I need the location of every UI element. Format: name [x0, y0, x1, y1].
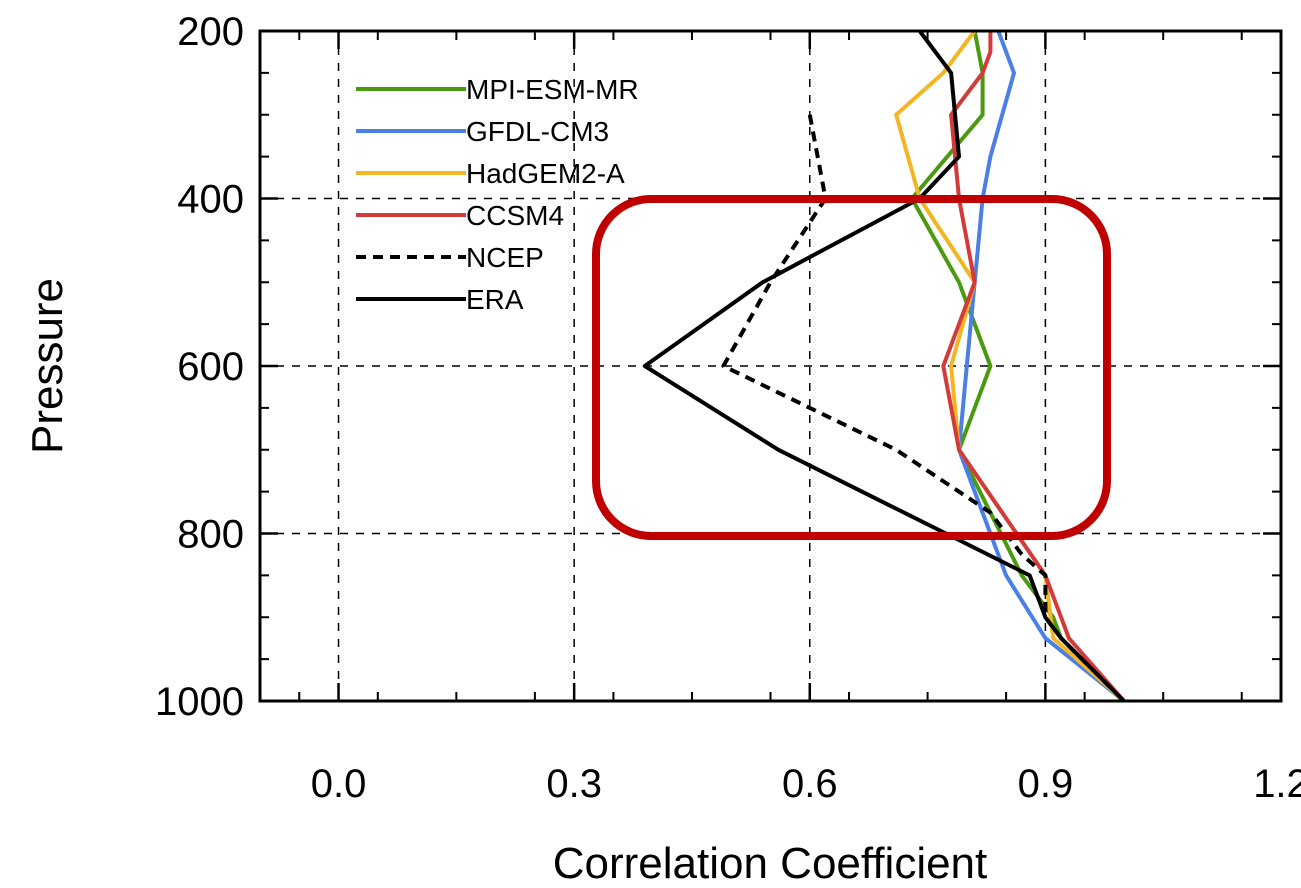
legend-label: CCSM4 — [466, 200, 564, 231]
y-tick-label: 800 — [177, 513, 244, 557]
highlight-box — [592, 195, 1111, 540]
y-axis-title: Pressure — [23, 278, 72, 454]
tick-labels: 0.0 0.3 0.6 0.9 1.2 200 400 600 800 1000 — [155, 10, 1301, 806]
y-tick-label: 400 — [177, 178, 244, 222]
series-layer — [642, 29, 1126, 703]
legend: MPI-ESM-MR GFDL-CM3 HadGEM2-A CCSM4 NCEP ERA — [356, 74, 639, 315]
series-line-mpi-esm-mr — [909, 30, 1126, 703]
series-line-era — [642, 29, 1126, 703]
x-tick-label: 1.2 — [1253, 762, 1301, 806]
x-axis-title: Correlation Coefficient — [553, 839, 988, 888]
legend-label: MPI-ESM-MR — [466, 74, 639, 105]
legend-label: NCEP — [466, 242, 544, 273]
x-tick-label: 0.6 — [782, 762, 838, 806]
axis-ticks — [260, 29, 1283, 703]
x-tick-label: 0.3 — [546, 762, 602, 806]
y-tick-label: 200 — [177, 10, 244, 54]
x-tick-label: 0.0 — [311, 762, 367, 806]
y-tick-label: 600 — [177, 345, 244, 389]
series-line-hadgem2-a — [894, 29, 1126, 703]
y-tick-label: 1000 — [155, 680, 244, 724]
legend-label: HadGEM2-A — [466, 158, 625, 189]
x-tick-label: 0.9 — [1018, 762, 1074, 806]
series-line-ccsm4 — [941, 31, 1126, 703]
legend-label: ERA — [466, 284, 524, 315]
series-line-gfdl-cm3 — [957, 30, 1126, 703]
legend-label: GFDL-CM3 — [466, 116, 609, 147]
